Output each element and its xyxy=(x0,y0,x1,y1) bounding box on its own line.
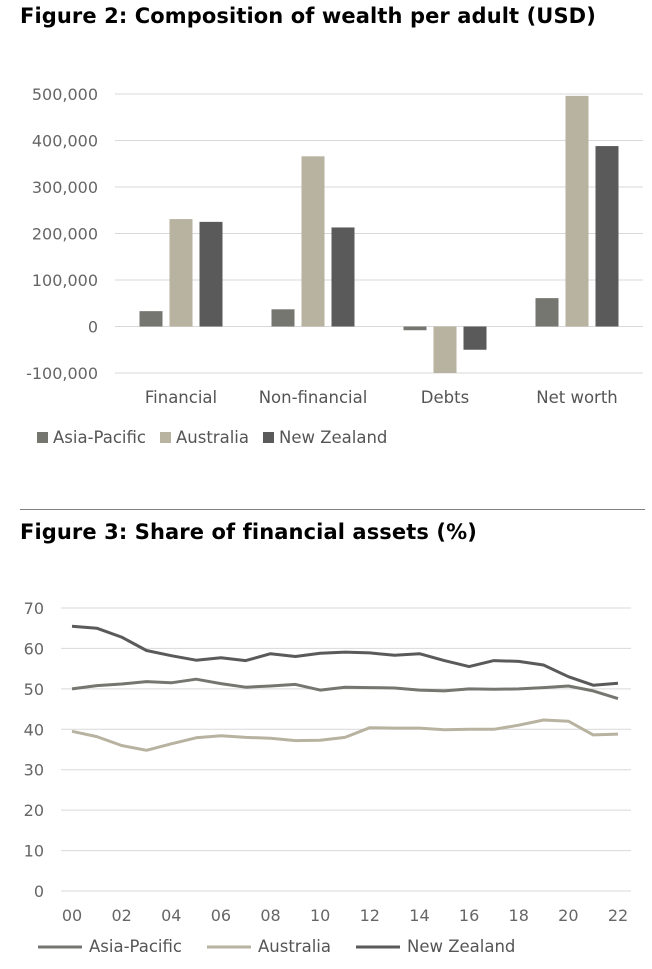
x-tick-label: 16 xyxy=(459,906,479,925)
y-tick-label: 20 xyxy=(24,801,44,820)
bar-asia-pacific xyxy=(271,309,295,327)
y-tick-label: 50 xyxy=(24,680,44,699)
bar-new-zealand xyxy=(331,227,355,327)
x-tick-label: 12 xyxy=(360,906,380,925)
legend-label: Australia xyxy=(176,428,249,447)
bar-australia xyxy=(301,156,325,327)
bar-australia xyxy=(565,95,589,327)
y-tick-label: 10 xyxy=(24,842,44,861)
y-tick-label: 500,000 xyxy=(32,85,98,104)
y-tick-label: 200,000 xyxy=(32,225,98,244)
bar-new-zealand xyxy=(595,146,619,327)
legend-swatch xyxy=(262,432,274,443)
y-tick-label: -100,000 xyxy=(26,364,98,383)
y-tick-label: 300,000 xyxy=(32,178,98,197)
section-divider xyxy=(20,509,645,510)
bar-australia xyxy=(169,219,193,327)
bar-asia-pacific xyxy=(139,311,163,327)
figure-3-title: Figure 3: Share of financial assets (%) xyxy=(20,520,477,544)
x-tick-label: 04 xyxy=(161,906,181,925)
y-tick-label: 400,000 xyxy=(32,132,98,151)
x-category-label: Non-financial xyxy=(259,388,368,407)
y-tick-label: 60 xyxy=(24,639,44,658)
x-category-label: Debts xyxy=(421,388,469,407)
y-tick-label: 0 xyxy=(88,318,98,337)
series-line-asia-pacific xyxy=(71,677,619,701)
x-tick-label: 22 xyxy=(608,906,628,925)
bar-asia-pacific xyxy=(535,298,559,327)
legend-label: Australia xyxy=(258,937,331,956)
series-line-new-zealand xyxy=(71,624,619,687)
legend-swatch xyxy=(159,432,171,443)
x-tick-label: 14 xyxy=(409,906,429,925)
legend-swatch xyxy=(37,432,48,443)
figure-2-bar-chart: -100,000 0 100,000 200,000 300,000 400,000 500… xyxy=(26,85,643,447)
x-tick-label: 18 xyxy=(509,906,529,925)
legend-label: New Zealand xyxy=(407,937,515,956)
figure-3-line-chart: 0 10 20 30 40 50 60 70 00 02 04 06 08 10 12 14 16 18 20 22 A… xyxy=(24,599,631,956)
y-tick-label: 40 xyxy=(24,720,44,739)
x-tick-label: 06 xyxy=(211,906,231,925)
series-line-australia xyxy=(71,718,619,752)
bar-new-zealand xyxy=(199,221,223,327)
x-tick-label: 08 xyxy=(260,906,280,925)
y-tick-label: 30 xyxy=(24,761,44,780)
x-category-label: Financial xyxy=(145,388,217,407)
x-category-label: Net worth xyxy=(536,388,618,407)
x-tick-label: 02 xyxy=(111,906,131,925)
x-tick-label: 00 xyxy=(62,906,82,925)
x-tick-label: 20 xyxy=(558,906,578,925)
bar-new-zealand xyxy=(463,326,487,350)
y-tick-label: 0 xyxy=(34,882,44,901)
y-tick-label: 100,000 xyxy=(32,271,98,290)
x-tick-label: 10 xyxy=(310,906,330,925)
figure-2-title: Figure 2: Composition of wealth per adul… xyxy=(20,4,596,28)
bar-asia-pacific xyxy=(403,326,427,331)
bar-australia xyxy=(433,326,457,373)
y-tick-label: 70 xyxy=(24,599,44,618)
legend-label: Asia-Pacific xyxy=(89,937,182,956)
legend-label: New Zealand xyxy=(279,428,387,447)
legend-label: Asia-Pacific xyxy=(53,428,146,447)
